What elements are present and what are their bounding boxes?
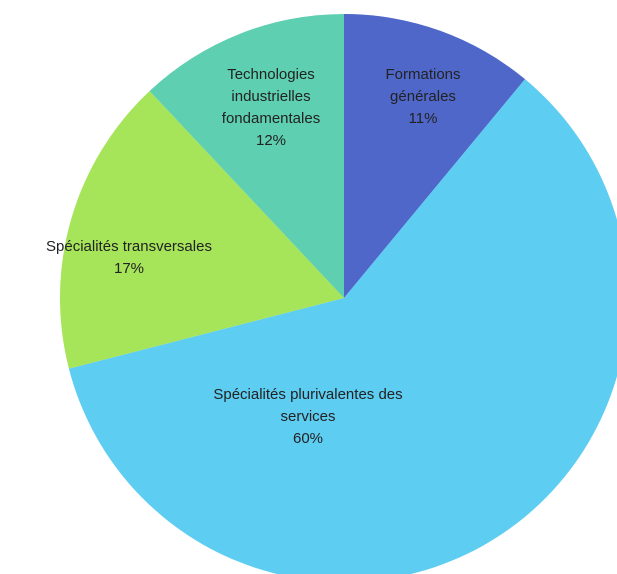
value-label: 12% bbox=[255, 132, 287, 149]
value-label: 60% bbox=[292, 430, 324, 447]
category-label: Spécialités transversales bbox=[46, 238, 212, 255]
slice-label: Spécialités transversales 17% bbox=[0, 236, 258, 280]
pie-slice bbox=[344, 14, 526, 298]
pie-slice bbox=[149, 14, 344, 298]
pie-slice bbox=[60, 90, 344, 369]
category-label: Technologies industrielles fondamentales bbox=[221, 66, 321, 127]
slice-label: Technologies industrielles fondamentales… bbox=[196, 64, 346, 152]
category-label: Formations générales bbox=[385, 66, 461, 105]
slice-label: Spécialités plurivalentes des services 60… bbox=[198, 384, 418, 450]
value-label: 11% bbox=[408, 110, 438, 127]
value-label: 17% bbox=[113, 260, 145, 277]
category-label: Spécialités plurivalentes des services bbox=[213, 386, 403, 425]
pie-slice bbox=[68, 79, 617, 574]
slice-label: Formations générales 11% bbox=[362, 64, 484, 130]
